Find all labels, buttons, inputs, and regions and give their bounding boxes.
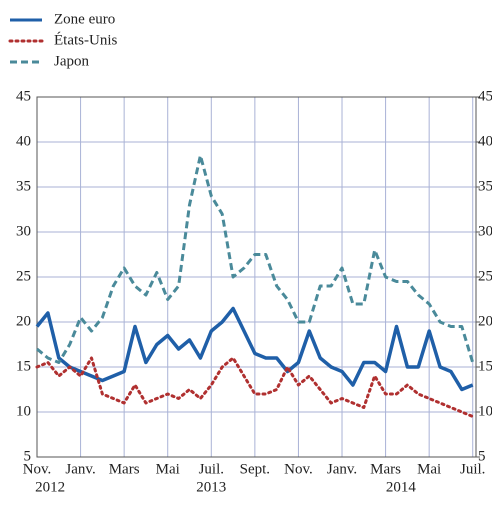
y-tick-label: 30 <box>16 223 31 239</box>
y-tick-label: 25 <box>16 268 31 284</box>
x-tick-label: Mai <box>156 461 180 477</box>
x-tick-label: Nov. <box>23 461 52 477</box>
year-label: 2014 <box>386 479 417 495</box>
x-tick-label: Sept. <box>240 461 270 477</box>
year-label: 2013 <box>196 479 226 495</box>
y-tick-label: 35 <box>16 178 31 194</box>
y2-tick-label: 5 <box>478 448 486 464</box>
series-line <box>35 306 474 392</box>
y-tick-label: 45 <box>16 88 31 104</box>
x-tick-label: Juil. <box>199 461 224 477</box>
legend-label: États-Unis <box>54 31 117 48</box>
y2-tick-label: 20 <box>478 313 492 329</box>
y2-tick-label: 45 <box>478 88 492 104</box>
plot-frame <box>36 96 477 458</box>
legend-label: Zone euro <box>54 11 115 27</box>
x-tick-label: Mai <box>417 461 441 477</box>
legend-label: Japon <box>54 53 89 69</box>
y-tick-label: 15 <box>16 358 31 374</box>
y-tick-label: 40 <box>16 133 31 149</box>
year-label: 2012 <box>35 479 65 495</box>
x-tick-label: Nov. <box>284 461 313 477</box>
y-tick-label: 5 <box>24 448 32 464</box>
x-tick-label: Mars <box>109 461 140 477</box>
y2-tick-label: 15 <box>478 358 492 374</box>
series-line <box>36 154 475 364</box>
y2-tick-label: 40 <box>478 133 492 149</box>
y-tick-label: 10 <box>16 403 31 419</box>
y2-tick-label: 30 <box>478 223 492 239</box>
y2-tick-label: 25 <box>478 268 492 284</box>
x-tick-label: Juil. <box>460 461 485 477</box>
x-tick-label: Janv. <box>327 461 357 477</box>
y2-tick-label: 35 <box>478 178 492 194</box>
series-line <box>35 356 475 418</box>
x-tick-label: Mars <box>370 461 401 477</box>
y2-tick-label: 10 <box>478 403 492 419</box>
y-tick-label: 20 <box>16 313 31 329</box>
x-tick-label: Janv. <box>65 461 95 477</box>
